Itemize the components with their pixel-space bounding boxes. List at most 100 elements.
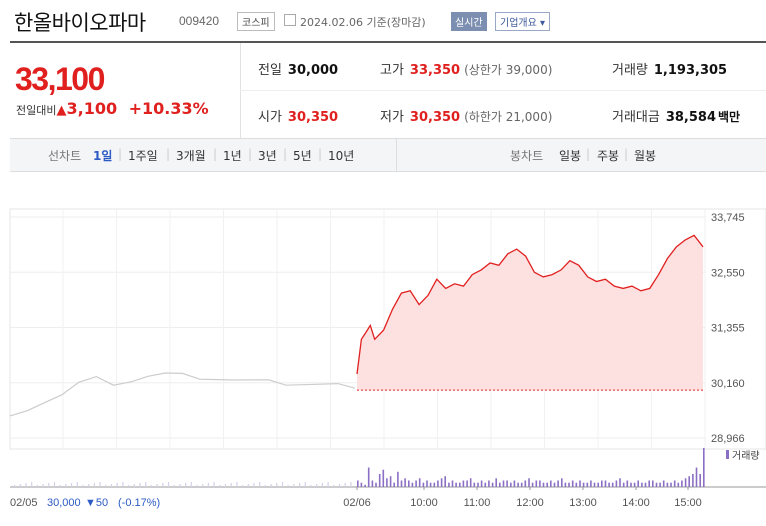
volume-bar	[76, 482, 78, 487]
volume-bar	[626, 480, 629, 487]
volume-bar	[276, 483, 278, 487]
volume-bar	[586, 482, 589, 487]
volume-bar	[568, 482, 570, 487]
volume-bar	[582, 482, 585, 487]
tab-3m[interactable]: 3개월	[176, 149, 206, 163]
volume-bar	[42, 484, 44, 487]
volume-bar	[327, 482, 329, 487]
volume-bar	[338, 484, 341, 487]
volume-bar	[242, 485, 244, 487]
volume-bar	[473, 482, 476, 487]
volume-bar	[408, 480, 410, 487]
volume-bar	[293, 484, 295, 487]
volume-bar	[681, 480, 683, 487]
volume-bar	[230, 483, 232, 487]
intraday-area	[357, 235, 703, 391]
volume-bar	[236, 482, 238, 487]
volume-bar	[531, 482, 534, 487]
tab-monthly-candle[interactable]: 월봉	[634, 149, 657, 163]
volume-bar	[310, 485, 312, 487]
volume-bar	[652, 480, 654, 487]
volume-bar	[564, 482, 567, 487]
volume-bar	[122, 482, 124, 487]
volume-bar	[535, 480, 538, 487]
volume-bar	[82, 485, 84, 487]
volume-bar	[695, 467, 698, 487]
volume-stat: 거래량 1,193,305	[612, 63, 728, 78]
volume-bar	[378, 474, 381, 487]
previous-day-line	[9, 372, 356, 417]
volume-bar	[418, 478, 421, 487]
volume-bar	[316, 484, 318, 487]
volume-bar	[637, 480, 639, 487]
x-tick-label: 15:00	[674, 497, 702, 509]
tab-daily-candle[interactable]: 일봉	[559, 149, 582, 163]
volume-bar	[480, 480, 483, 487]
volume-bar	[615, 480, 618, 487]
tab-1d[interactable]: 1일	[93, 149, 113, 163]
volume-bar	[411, 482, 414, 487]
prev-day-rate: (-0.17%)	[118, 497, 160, 509]
tab-1w[interactable]: 1주일	[128, 149, 158, 163]
volume-bar	[459, 482, 461, 487]
change-label: 전일대비	[16, 104, 57, 117]
volume-bar	[644, 482, 647, 487]
volume-bar	[25, 483, 27, 487]
volume-bar	[88, 484, 90, 487]
stock-name: 한올바이오파마	[14, 11, 146, 35]
volume-bar	[433, 482, 436, 487]
volume-bar	[520, 482, 523, 487]
volume-bar	[321, 483, 323, 487]
tab-weekly-candle[interactable]: 주봉	[597, 149, 620, 163]
volume-bar	[167, 482, 170, 487]
volume-bar	[440, 478, 443, 487]
volume-bar	[287, 485, 289, 487]
volume-bar	[524, 480, 527, 487]
volume-bar	[429, 482, 432, 487]
tab-10y[interactable]: 10년	[328, 149, 355, 163]
volume-bar	[357, 480, 359, 487]
x-tick-label: 10:00	[410, 497, 438, 509]
volume-bar	[185, 483, 187, 487]
volume-bar	[491, 482, 494, 487]
x-tick-label: 12:00	[516, 497, 544, 509]
volume-bar	[579, 480, 581, 487]
header: 한올바이오파마 009420 코스피 2024.02.06 기준(장마감) 실시…	[0, 0, 766, 42]
y-tick-label: 30,160	[711, 378, 745, 390]
volume-bar	[590, 480, 592, 487]
volume-bar	[684, 478, 687, 487]
volume-bar	[393, 482, 395, 487]
company-info-dropdown[interactable]: 기업개요 ▾	[495, 12, 550, 31]
volume-bar	[673, 480, 676, 487]
divider	[10, 41, 766, 43]
volume-bar	[224, 484, 227, 487]
volume-bar	[608, 482, 610, 487]
realtime-button[interactable]: 실시간	[451, 12, 487, 31]
day-high: 고가 33,350 (상한가 39,000)	[380, 63, 553, 78]
volume-bar	[382, 469, 385, 487]
tab-5y[interactable]: 5년	[293, 149, 312, 163]
volume-bar	[202, 484, 204, 487]
volume-bar	[510, 482, 512, 487]
volume-bar	[196, 485, 198, 487]
x-tick-label: 13:00	[569, 497, 597, 509]
volume-bar	[105, 485, 107, 487]
volume-bar	[150, 485, 152, 487]
volume-bar	[619, 478, 621, 487]
volume-bar	[528, 478, 530, 487]
price-chart: 33,745 32,550 31,355 30,160 28,966 거래량 02/05 30…	[0, 195, 766, 521]
tab-3y[interactable]: 3년	[258, 149, 277, 163]
x-tick-label: 11:00	[464, 497, 491, 509]
tab-1y[interactable]: 1년	[223, 149, 242, 163]
volume-bar	[506, 480, 508, 487]
volume-bar	[517, 482, 519, 487]
volume-bar	[397, 471, 399, 487]
plot-frame	[9, 208, 766, 450]
volume-bar	[264, 485, 266, 487]
volume-bar	[367, 467, 370, 487]
volume-bar	[247, 484, 249, 487]
market-badge: 코스피	[237, 12, 275, 31]
volume-bar	[190, 482, 192, 487]
volume-bar	[350, 482, 352, 487]
volume-bar	[677, 482, 680, 487]
